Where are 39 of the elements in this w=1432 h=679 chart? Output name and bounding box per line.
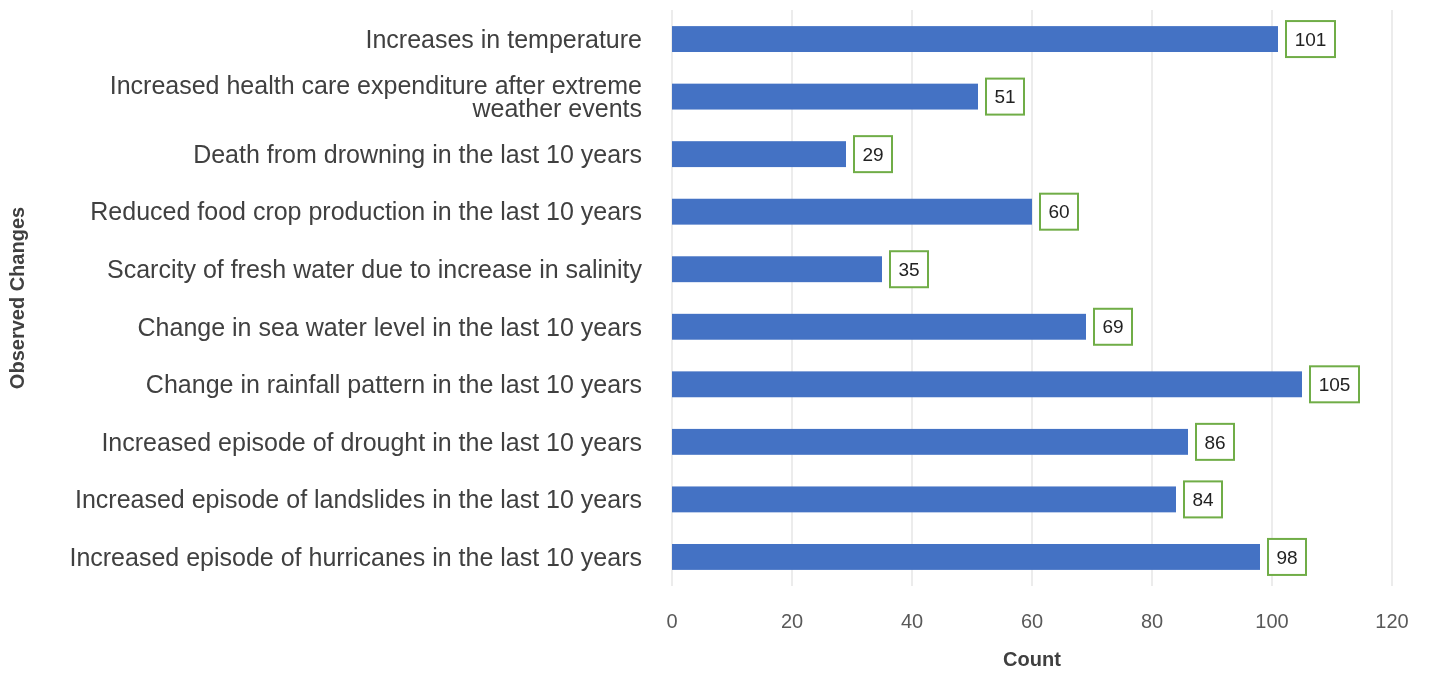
y-tick-label: Increased episode of landslides in the last 10 years <box>74 485 642 514</box>
bar <box>672 83 978 110</box>
y-tick-label: Increased health care expenditure after extreme weather events <box>109 70 642 122</box>
y-axis-title: Observed Changes <box>6 206 28 390</box>
bar <box>672 256 882 283</box>
data-label: 101 <box>1294 28 1327 50</box>
bar <box>672 543 1260 570</box>
bar <box>672 371 1302 398</box>
y-tick-label: Change in rainfall pattern in the last 10 years <box>145 370 642 399</box>
data-label: 29 <box>862 143 884 165</box>
bar <box>672 198 1032 225</box>
x-tick-label: 80 <box>1140 610 1164 632</box>
data-label: 60 <box>1048 201 1070 223</box>
y-tick-label: Death from drowning in the last 10 years <box>193 139 642 168</box>
x-tick-label: 120 <box>1375 610 1409 632</box>
data-label: 35 <box>898 258 920 280</box>
bar <box>672 26 1278 53</box>
x-tick-label: 100 <box>1255 610 1289 632</box>
data-label: 69 <box>1102 316 1124 338</box>
bar <box>672 313 1086 340</box>
x-tick-label: 0 <box>666 610 678 632</box>
data-label: 51 <box>994 86 1016 108</box>
x-tick-label: 20 <box>780 610 804 632</box>
y-tick-label: Scarcity of fresh water due to increase in salinity <box>107 254 643 283</box>
y-tick-label: Change in sea water level in the last 10 years <box>137 312 642 341</box>
x-tick-label: 60 <box>1020 610 1044 632</box>
x-tick-label: 40 <box>900 610 924 632</box>
data-label: 86 <box>1204 431 1226 453</box>
bar <box>672 486 1176 513</box>
data-label: 84 <box>1192 489 1214 511</box>
data-label: 98 <box>1276 546 1298 568</box>
y-tick-label: Increased episode of drought in the last 10 years <box>101 427 642 456</box>
data-label: 105 <box>1318 373 1351 395</box>
bar <box>672 141 846 168</box>
bar <box>672 428 1188 455</box>
y-tick-label: Increased episode of hurricanes in the last 10 years <box>69 542 642 571</box>
y-tick-label: Reduced food crop production in the last 10 years <box>90 197 642 226</box>
y-tick-label: Increases in temperature <box>365 24 642 53</box>
x-axis-title: Count <box>1003 648 1062 670</box>
